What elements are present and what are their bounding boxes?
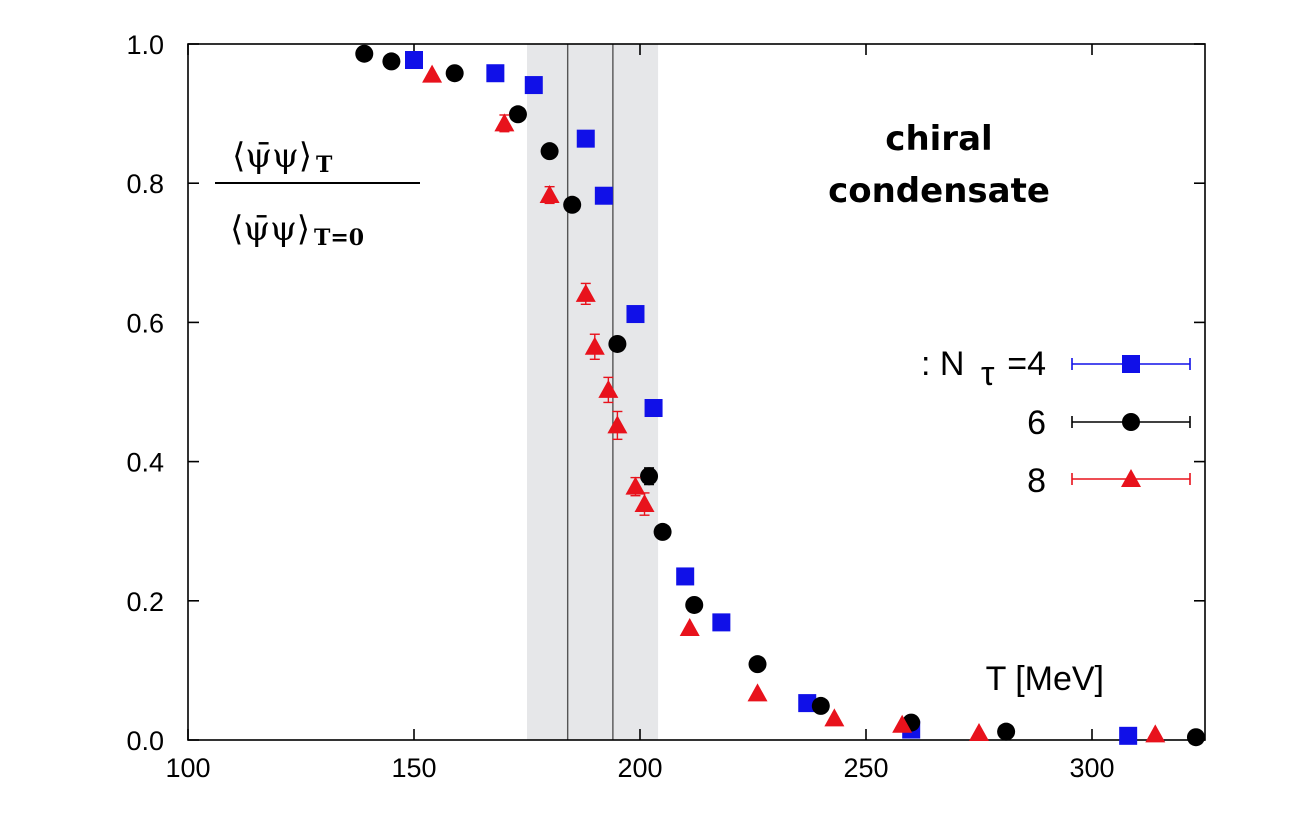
data-point-square [594, 186, 613, 205]
data-point-circle [508, 105, 527, 124]
y-label-numerator-subscript: T [316, 152, 333, 178]
x-tick-label: 100 [165, 753, 210, 783]
y-label-numerator: ⟨ψ̄ψ⟩ [232, 136, 312, 176]
legend-triangle-marker [1121, 469, 1141, 487]
legend-square-marker [1122, 355, 1140, 373]
data-point-circle [355, 44, 374, 63]
y-tick-label: 0.8 [126, 169, 164, 199]
data-point-circle [563, 195, 582, 214]
data-point-circle [997, 722, 1016, 741]
annotation-line-2: condensate [828, 171, 1050, 211]
data-point-square [712, 613, 731, 632]
data-point-triangle [1145, 724, 1166, 743]
y-tick-label: 0.0 [126, 726, 164, 756]
data-point-triangle [634, 494, 655, 513]
y-label-denominator-subscript: T=0 [314, 225, 364, 251]
y-tick-label: 0.6 [126, 308, 164, 338]
data-point-triangle [607, 415, 628, 434]
data-points-layer [355, 44, 1205, 747]
legend: : N τ =4 6 8 [921, 345, 1191, 500]
data-point-circle [653, 522, 672, 541]
data-point-square [486, 64, 505, 83]
data-point-circle [685, 595, 704, 614]
data-point-square [676, 567, 695, 586]
y-label-denominator: ⟨ψ̄ψ⟩ [230, 209, 310, 249]
data-point-square [576, 129, 595, 148]
x-tick-label: 300 [1069, 753, 1114, 783]
data-point-triangle [824, 708, 845, 727]
data-point-triangle [679, 617, 700, 636]
data-point-triangle [494, 113, 515, 132]
legend-entry-nt6: 6 [1027, 404, 1191, 442]
legend-prefix-subscript: τ [981, 355, 995, 393]
data-point-triangle [584, 336, 605, 355]
data-point-circle [608, 334, 627, 353]
legend-label-series-3: 8 [1027, 462, 1046, 500]
data-point-square [798, 694, 817, 713]
data-point-triangle [892, 714, 913, 733]
axis-ticks-layer: 100 150 200 250 300 0.0 0.2 0.4 0.6 0.8 1.0 [126, 30, 1205, 783]
legend-entry-nt4: : N τ =4 [921, 345, 1191, 393]
legend-label-series-2: 6 [1027, 404, 1046, 442]
data-point-triangle [539, 185, 560, 204]
y-tick-label: 0.4 [126, 448, 164, 478]
data-point-circle [445, 64, 464, 83]
data-point-triangle [575, 283, 596, 302]
data-point-square [626, 305, 645, 324]
legend-entry-nt8: 8 [1027, 462, 1191, 500]
data-point-triangle [422, 64, 443, 83]
data-point-triangle [598, 379, 619, 398]
x-tick-label: 200 [617, 753, 662, 783]
data-point-circle [382, 52, 401, 71]
data-point-triangle [969, 723, 989, 742]
annotation-line-1: chiral [885, 119, 992, 159]
y-tick-label: 0.2 [126, 587, 164, 617]
series-3 [422, 64, 1166, 743]
data-point-square [405, 51, 423, 70]
data-point-square [1119, 726, 1138, 745]
legend-circle-marker [1122, 413, 1140, 431]
data-point-circle [811, 696, 830, 715]
x-tick-label: 250 [843, 753, 888, 783]
series-2 [355, 44, 1205, 747]
y-axis-label: ⟨ψ̄ψ⟩ T ⟨ψ̄ψ⟩ T=0 [215, 136, 420, 251]
y-tick-label: 1.0 [126, 30, 164, 60]
data-point-square [644, 399, 663, 418]
data-point-triangle [747, 683, 768, 702]
data-point-circle [640, 467, 659, 486]
plot-frame [187, 43, 1206, 741]
legend-label-series-1: =4 [1007, 345, 1046, 383]
x-axis-label: T [MeV] [986, 660, 1104, 698]
data-point-square [524, 76, 543, 95]
data-point-circle [748, 655, 767, 674]
data-point-circle [1186, 728, 1205, 747]
x-tick-label: 150 [391, 753, 436, 783]
series-1 [405, 51, 1138, 745]
legend-prefix: : N [921, 345, 964, 383]
data-point-circle [540, 142, 559, 161]
data-point-triangle [625, 476, 646, 495]
